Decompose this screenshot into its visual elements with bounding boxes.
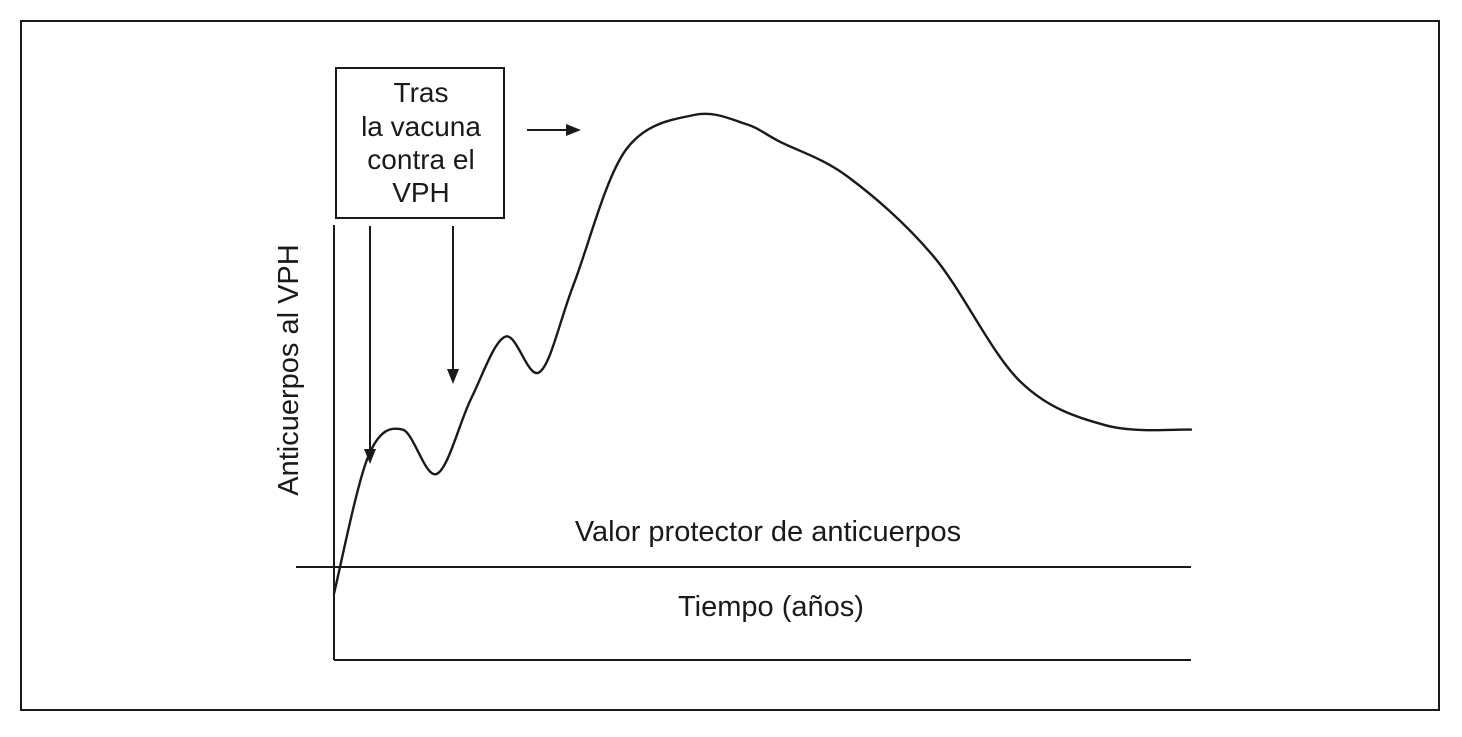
arrowhead xyxy=(364,449,376,464)
y-axis-label: Anticuerpos al VPH xyxy=(273,244,305,495)
arrowhead xyxy=(447,369,459,384)
threshold-label: Valor protector de anticuerpos xyxy=(575,516,961,548)
frame xyxy=(20,20,1440,711)
arrowhead xyxy=(566,124,581,136)
antibody-curve xyxy=(332,112,1193,595)
annotation: Tras la vacuna contra el VPH xyxy=(335,67,505,219)
annotation-line: contra el xyxy=(367,144,474,175)
annotation-line: la vacuna xyxy=(361,111,481,142)
annotation-line: VPH xyxy=(392,177,450,208)
annotation-box xyxy=(335,67,505,219)
annotation-arrows xyxy=(364,124,581,464)
x-axis-label: Tiempo (años) xyxy=(678,591,864,623)
annotation-line: Tras xyxy=(394,77,449,108)
